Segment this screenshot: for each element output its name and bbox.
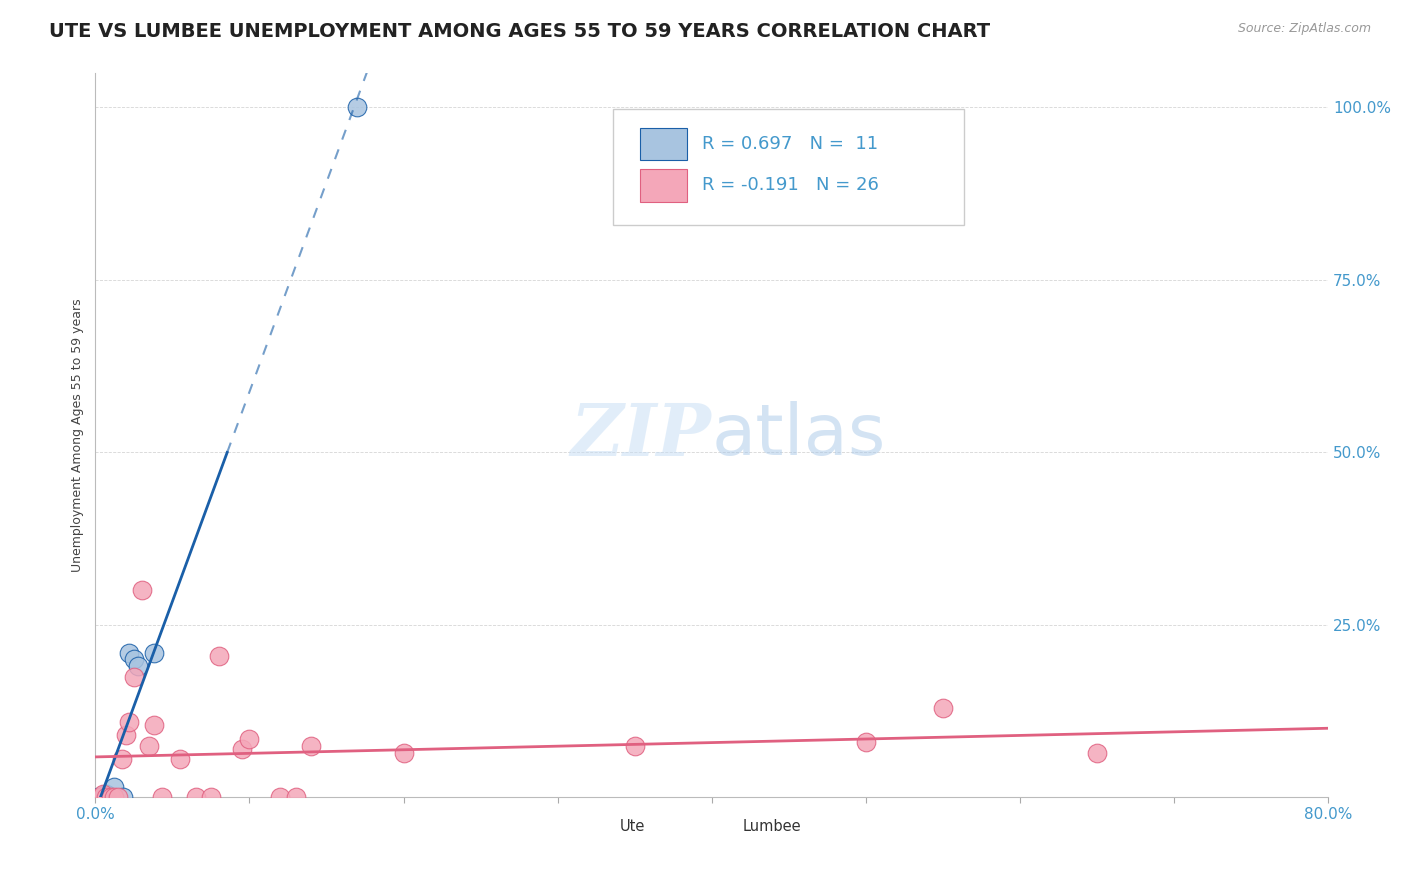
Point xyxy=(142,718,165,732)
Point xyxy=(94,790,117,805)
Point xyxy=(87,790,110,805)
Text: ZIP: ZIP xyxy=(571,400,711,471)
Point xyxy=(623,739,645,753)
Point xyxy=(142,646,165,660)
Point xyxy=(299,739,322,753)
Bar xyxy=(576,815,613,838)
Bar xyxy=(640,169,688,202)
Point xyxy=(269,790,291,805)
Point xyxy=(346,100,368,114)
Point xyxy=(128,659,150,673)
Point xyxy=(94,787,117,801)
Point xyxy=(107,790,129,805)
Point xyxy=(122,670,145,684)
Point xyxy=(91,787,114,801)
Text: R = 0.697   N =  11: R = 0.697 N = 11 xyxy=(702,135,877,153)
Point xyxy=(284,790,307,805)
Y-axis label: Unemployment Among Ages 55 to 59 years: Unemployment Among Ages 55 to 59 years xyxy=(72,299,84,572)
Text: Lumbee: Lumbee xyxy=(742,819,801,834)
Point xyxy=(138,739,160,753)
Point xyxy=(855,735,877,749)
Text: atlas: atlas xyxy=(711,401,886,470)
Point xyxy=(118,646,141,660)
Point xyxy=(118,714,141,729)
Bar xyxy=(699,815,737,838)
Point xyxy=(150,790,173,805)
Point xyxy=(100,790,122,805)
Bar xyxy=(640,128,688,161)
Point xyxy=(115,728,138,742)
Point xyxy=(91,790,114,805)
Point xyxy=(89,790,111,805)
Point xyxy=(932,700,955,714)
Point xyxy=(200,790,222,805)
Point xyxy=(112,790,135,805)
Text: R = -0.191   N = 26: R = -0.191 N = 26 xyxy=(702,177,879,194)
Point xyxy=(184,790,207,805)
Point xyxy=(103,780,125,794)
Point xyxy=(392,746,415,760)
Text: Source: ZipAtlas.com: Source: ZipAtlas.com xyxy=(1237,22,1371,36)
Point xyxy=(100,790,122,805)
Point xyxy=(169,752,191,766)
Point xyxy=(110,752,132,766)
Point xyxy=(207,648,229,663)
FancyBboxPatch shape xyxy=(613,109,965,225)
Text: Ute: Ute xyxy=(619,819,645,834)
Text: UTE VS LUMBEE UNEMPLOYMENT AMONG AGES 55 TO 59 YEARS CORRELATION CHART: UTE VS LUMBEE UNEMPLOYMENT AMONG AGES 55… xyxy=(49,22,990,41)
Point xyxy=(103,790,125,805)
Point xyxy=(122,652,145,666)
Point xyxy=(1085,746,1108,760)
Point xyxy=(238,731,260,746)
Point xyxy=(231,742,253,756)
Point xyxy=(131,583,153,598)
